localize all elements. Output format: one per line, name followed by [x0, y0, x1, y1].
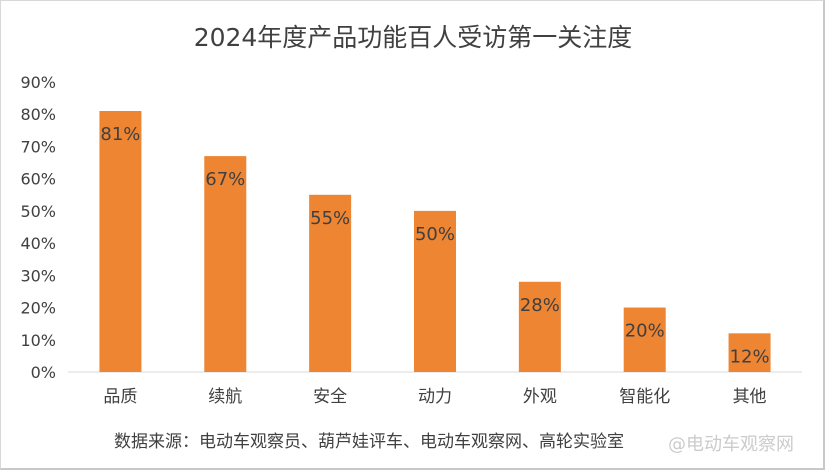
bar-0 [99, 111, 142, 372]
bar-2 [309, 194, 352, 372]
bar-3 [414, 210, 456, 372]
x-tick-label: 续航 [208, 387, 242, 407]
y-tick-label: 80% [20, 105, 56, 124]
data-label: 50% [415, 224, 455, 245]
data-label: 81% [100, 124, 140, 145]
data-label: 67% [205, 169, 245, 190]
data-label: 28% [520, 295, 560, 316]
y-tick-label: 50% [20, 202, 56, 221]
x-tick-label: 外观 [523, 387, 557, 407]
chart-title: 2024年度产品功能百人受访第一关注度 [193, 23, 633, 52]
y-tick-label: 90% [20, 73, 56, 92]
bar-1 [204, 156, 247, 372]
data-label: 12% [730, 346, 770, 367]
data-label: 55% [310, 208, 350, 229]
bar-4 [518, 281, 561, 372]
bar-6 [728, 333, 771, 372]
y-tick-label: 40% [20, 234, 56, 253]
y-tick-label: 30% [20, 266, 56, 285]
y-tick-label: 0% [31, 363, 56, 382]
x-tick-label: 品质 [103, 387, 137, 407]
y-tick-label: 60% [20, 170, 56, 189]
x-tick-label: 智能化 [619, 387, 670, 407]
y-tick-label: 10% [20, 331, 56, 350]
data-source-note: 数据来源：电动车观察员、葫芦娃评车、电动车观察网、高轮实验室 [114, 432, 624, 452]
x-tick-label: 动力 [418, 387, 452, 407]
x-tick-label: 安全 [313, 387, 347, 407]
bar-5 [623, 307, 666, 372]
watermark: @电动车观察网 [668, 434, 794, 455]
x-tick-label: 其他 [733, 387, 767, 407]
y-tick-label: 20% [20, 299, 56, 318]
y-tick-label: 70% [20, 137, 56, 156]
data-label: 20% [625, 321, 665, 342]
